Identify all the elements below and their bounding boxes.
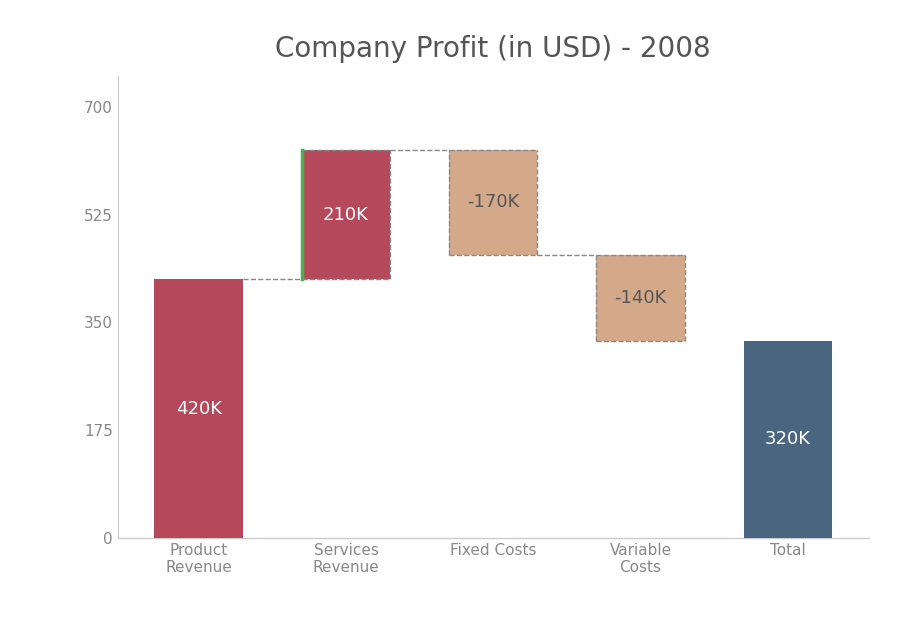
Bar (744, 341, 832, 538)
Text: 420K: 420K (176, 399, 222, 418)
Bar (596, 254, 685, 341)
Title: Company Profit (in USD) - 2008: Company Profit (in USD) - 2008 (275, 35, 711, 63)
Bar (301, 150, 390, 279)
Bar (155, 279, 243, 538)
Bar (449, 150, 538, 254)
Text: 320K: 320K (765, 430, 811, 448)
Text: -140K: -140K (614, 289, 667, 307)
Text: 210K: 210K (323, 206, 369, 223)
Text: -170K: -170K (467, 193, 519, 211)
